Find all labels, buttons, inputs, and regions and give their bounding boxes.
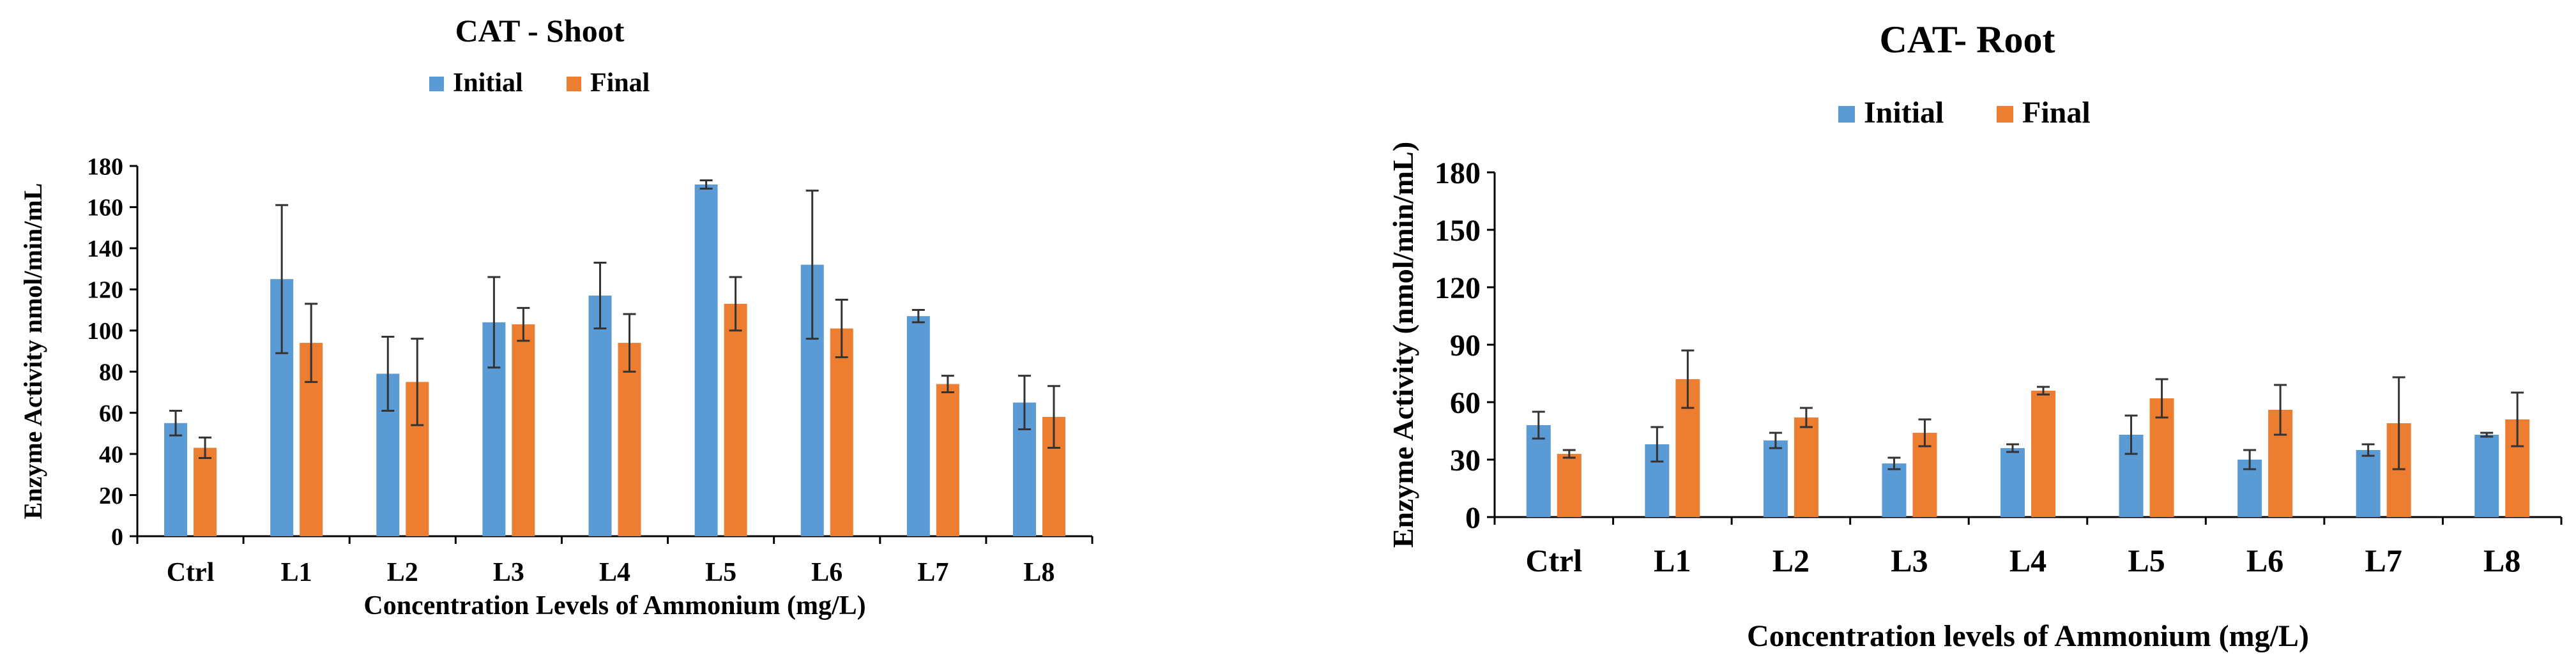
- y-tick-label: 20: [99, 483, 123, 509]
- bar-final-ctrl: [194, 447, 217, 536]
- y-tick-label: 60: [99, 400, 123, 427]
- bar-initial-l7: [906, 316, 930, 536]
- y-tick-label: 100: [87, 318, 123, 345]
- bar-final-ctrl: [1557, 454, 1581, 517]
- bar-initial-l4: [588, 296, 612, 536]
- x-axis-label: Concentration Levels of Ammonium (mg/L): [363, 591, 865, 620]
- bar-final-l2: [1794, 417, 1818, 517]
- bar-final-l4: [618, 343, 641, 536]
- x-tick-label: L3: [1891, 543, 1928, 578]
- x-tick-label: L1: [1654, 543, 1691, 578]
- chart-panel-root: CAT- Root Initial Final 0 30 60 90 120 150 180 Ctr…: [1341, 0, 2576, 669]
- y-axis-label: Enzyme Activity nmol/min/mL: [19, 183, 47, 520]
- bar-initial-ctrl: [1526, 425, 1551, 517]
- x-tick-label: L7: [917, 558, 949, 587]
- x-tick-label: L6: [811, 558, 842, 587]
- x-tick-label: L8: [1023, 558, 1055, 587]
- legend-swatch-initial: [429, 77, 444, 91]
- y-tick-label: 30: [1450, 444, 1481, 477]
- x-tick-label: L4: [2009, 543, 2046, 578]
- y-tick-label: 80: [99, 359, 123, 386]
- chart-panel-shoot: CAT - Shoot Initial Final 0 20 40 60 80 100 120 14…: [0, 0, 1277, 669]
- chart-title: CAT- Root: [1879, 19, 2055, 61]
- y-tick-label: 150: [1435, 214, 1481, 248]
- legend-label-initial: Initial: [453, 68, 523, 98]
- x-tick-label: L7: [2365, 543, 2402, 578]
- x-tick-label: L4: [599, 558, 630, 587]
- y-tick-label: 180: [87, 153, 123, 180]
- legend-swatch-final: [567, 77, 581, 91]
- y-tick-label: 60: [1450, 386, 1481, 420]
- bar-final-l6: [830, 328, 853, 536]
- x-tick-label: L5: [705, 558, 736, 587]
- bar-initial-l7: [2356, 450, 2381, 517]
- y-tick-label: 90: [1450, 329, 1481, 363]
- x-tick-label: Ctrl: [167, 558, 215, 587]
- x-tick-label: L5: [2128, 543, 2165, 578]
- y-tick-label: 140: [87, 236, 123, 262]
- bar-initial-l4: [2001, 448, 2025, 517]
- bar-final-l4: [2031, 391, 2055, 517]
- bar-final-l5: [724, 303, 747, 536]
- bar-initial-l8: [2474, 435, 2499, 517]
- x-tick-label: L1: [281, 558, 312, 587]
- bar-initial-l3: [1882, 463, 1907, 517]
- y-tick-label: 40: [99, 441, 123, 468]
- legend-swatch-final: [1997, 106, 2013, 123]
- legend-label-initial: Initial: [1864, 96, 1944, 130]
- x-tick-label: Ctrl: [1525, 543, 1582, 578]
- y-axis-label: Enzyme Activity (nmol/min/mL): [1387, 142, 1419, 548]
- y-tick-label: 0: [1465, 501, 1481, 535]
- bar-final-l7: [936, 384, 959, 536]
- chart-cat-shoot: CAT - Shoot Initial Final 0 20 40 60 80 100 120 14…: [19, 13, 1094, 620]
- x-tick-label: L2: [1772, 543, 1810, 578]
- legend-label-final: Final: [590, 68, 650, 98]
- legend-swatch-initial: [1838, 106, 1855, 123]
- y-tick-label: 120: [1435, 271, 1481, 305]
- chart-title: CAT - Shoot: [455, 13, 625, 49]
- x-tick-label: L8: [2483, 543, 2520, 578]
- legend-label-final: Final: [2022, 96, 2091, 130]
- bar-initial-l5: [694, 184, 718, 536]
- x-tick-label: L2: [387, 558, 418, 587]
- x-tick-label: L3: [493, 558, 524, 587]
- bar-final-l3: [512, 324, 535, 536]
- y-tick-label: 180: [1435, 156, 1481, 190]
- x-axis-label: Concentration levels of Ammonium (mg/L): [1747, 619, 2309, 653]
- x-tick-label: L6: [2246, 543, 2283, 578]
- y-tick-label: 0: [111, 523, 123, 550]
- chart-cat-root: CAT- Root Initial Final 0 30 60 90 120 150 180 Ctr…: [1387, 19, 2563, 653]
- y-tick-label: 160: [87, 195, 123, 222]
- y-tick-label: 120: [87, 277, 123, 304]
- bar-initial-l2: [1763, 440, 1788, 517]
- bar-initial-ctrl: [164, 423, 188, 536]
